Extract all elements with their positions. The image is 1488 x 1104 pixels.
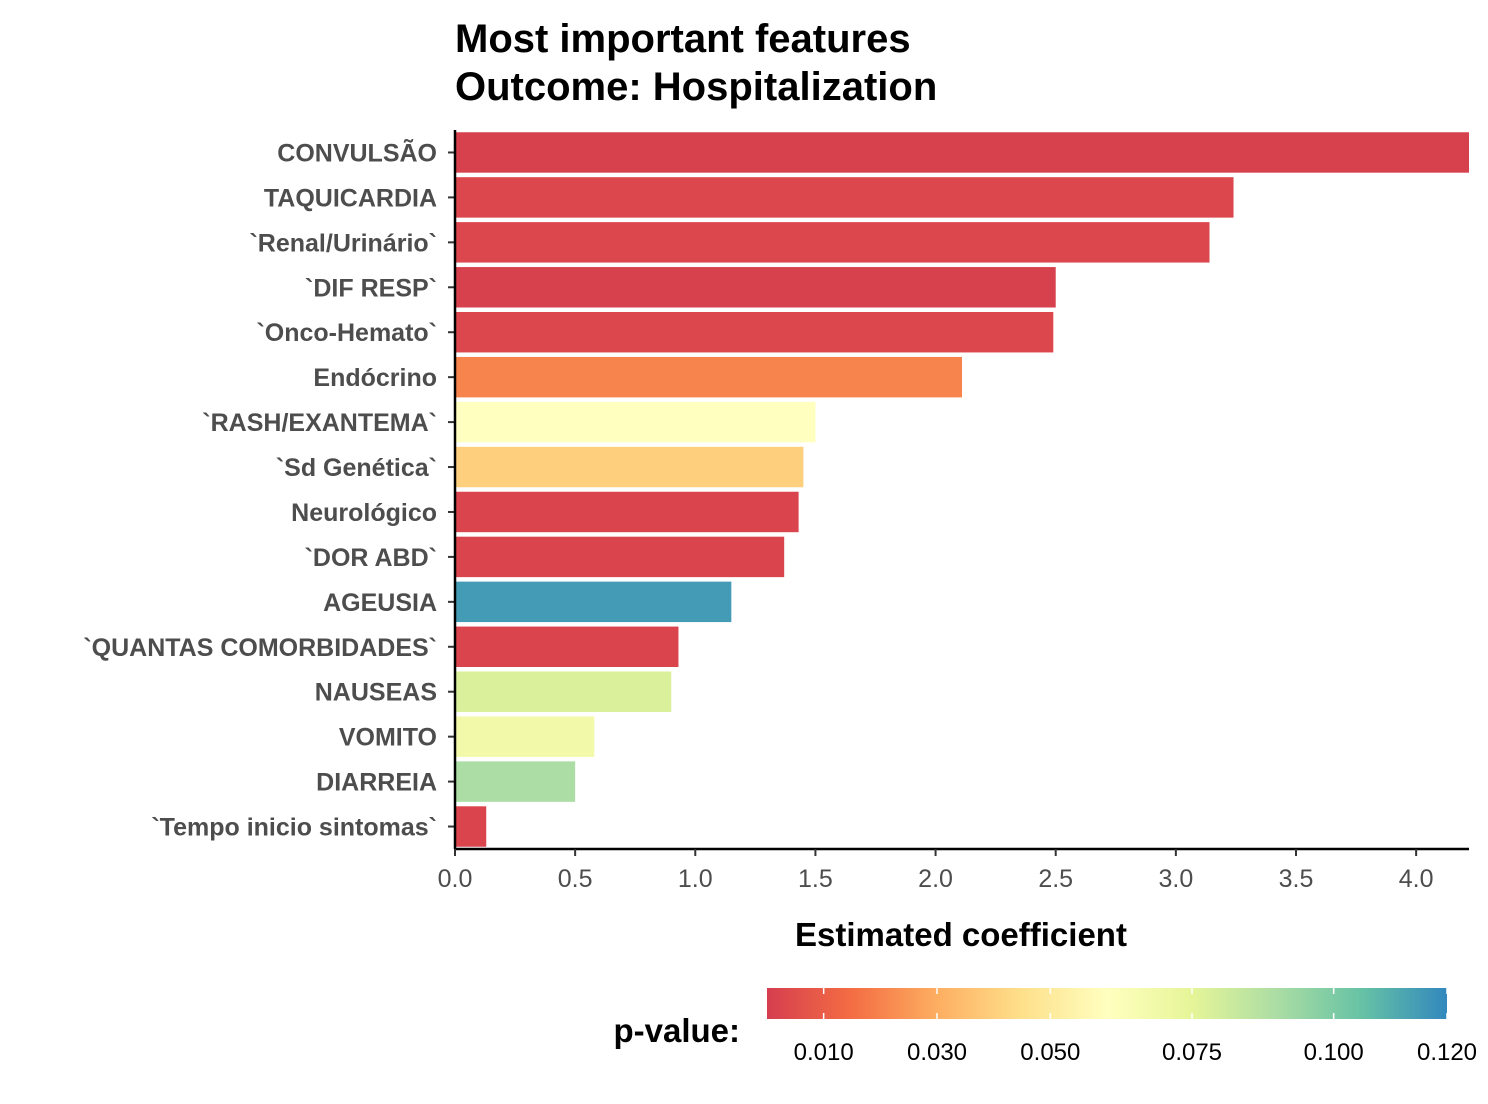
x-tick-label: 0.0 (438, 865, 473, 893)
bar-vomito (455, 716, 595, 757)
legend-tick-label: 0.120 (1417, 1039, 1477, 1066)
category-labels: CONVULSÃO TAQUICARDIA `Renal/Urinário` `DIF… (83, 137, 455, 842)
x-tick-label: 2.0 (918, 865, 953, 893)
bar-tempo-inicio-sintomas (455, 806, 487, 847)
bar-nauseas (455, 671, 672, 712)
x-tick-label: 0.5 (558, 865, 593, 893)
chart-title-line-2: Outcome: Hospitalization (455, 65, 937, 109)
chart-title-line-1: Most important features (455, 17, 911, 61)
legend-colorbar (767, 988, 1447, 1019)
bars-group (455, 132, 1469, 847)
category-label-end-crino: Endócrino (313, 364, 437, 392)
legend-tick-label: 0.100 (1304, 1039, 1364, 1066)
bar-onco-hemato (455, 311, 1054, 353)
x-tick-label: 1.0 (678, 865, 713, 893)
category-label-ageusia: AGEUSIA (323, 589, 437, 617)
x-tick-label: 1.5 (798, 865, 833, 893)
legend-tick-label: 0.030 (907, 1039, 967, 1066)
axes (453, 130, 1469, 851)
x-tick-label: 3.5 (1279, 865, 1314, 893)
category-label-dif-resp: `DIF RESP` (305, 274, 437, 302)
x-tick-label: 4.0 (1399, 865, 1434, 893)
x-tick-label: 2.5 (1038, 865, 1073, 893)
category-label-taquicardia: TAQUICARDIA (264, 184, 437, 212)
x-tick-labels: 0.0 0.5 1.0 1.5 2.0 2.5 3.0 3.5 4.0 (438, 849, 1434, 893)
category-label-onco-hemato: `Onco-Hemato` (256, 319, 437, 347)
category-label-rash-exantema: `RASH/EXANTEMA` (202, 409, 437, 437)
category-label-quantas-comorbidades: `QUANTAS COMORBIDADES` (83, 634, 437, 662)
x-axis-title: Estimated coefficient (795, 916, 1127, 953)
legend-tick-label: 0.075 (1162, 1039, 1222, 1066)
legend-title: p-value: (613, 1012, 740, 1049)
category-label-neurol-gico: Neurológico (291, 499, 437, 527)
category-label-diarreia: DIARREIA (316, 769, 437, 797)
legend-tick-label: 0.050 (1020, 1039, 1080, 1066)
bar-quantas-comorbidades (455, 626, 679, 668)
legend-ticks: 0.010 0.030 0.050 0.075 0.100 0.120 (794, 988, 1477, 1066)
category-label-convuls-o: CONVULSÃO (277, 137, 437, 167)
bar-rash-exantema (455, 401, 816, 443)
legend-tick-label: 0.010 (794, 1039, 854, 1066)
bar-ageusia (455, 581, 732, 623)
bar-diarreia (455, 761, 576, 802)
bar-sd-gen-tica (455, 446, 804, 488)
category-label-sd-gen-tica: `Sd Genética` (276, 454, 437, 482)
bar-convuls-o (455, 132, 1469, 173)
bar-taquicardia (455, 177, 1234, 218)
category-label-vomito: VOMITO (339, 724, 437, 752)
category-label-renal-urin-rio: `Renal/Urinário` (249, 229, 437, 257)
bar-neurol-gico (455, 491, 799, 533)
legend: p-value: 0.010 0.030 0.050 0.075 0.100 0.120 (613, 988, 1477, 1066)
category-label-dor-abd: `DOR ABD` (305, 544, 437, 572)
bar-dif-resp (455, 267, 1056, 308)
bar-renal-urin-rio (455, 222, 1210, 263)
category-label-nauseas: NAUSEAS (315, 679, 437, 707)
bar-dor-abd (455, 536, 785, 578)
category-label-tempo-inicio-sintomas: `Tempo inicio sintomas` (151, 814, 437, 842)
bar-end-crino (455, 356, 962, 398)
x-tick-label: 3.0 (1158, 865, 1193, 893)
